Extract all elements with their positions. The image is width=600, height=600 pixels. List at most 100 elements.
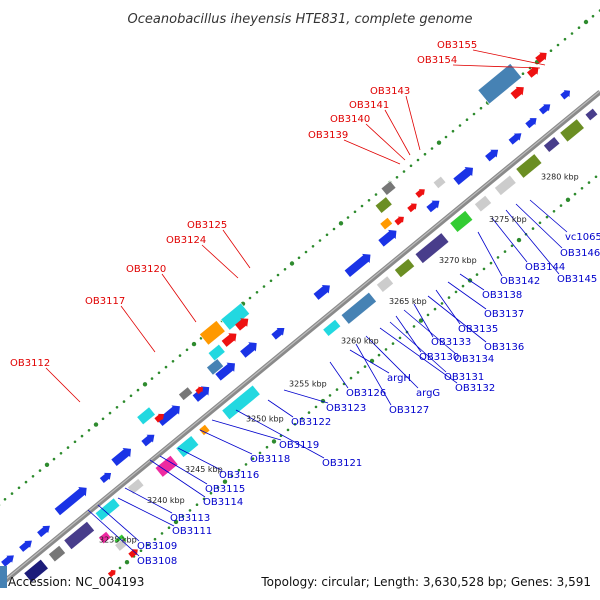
gene-label-top[interactable]: OB3154 [417, 55, 457, 66]
gene-label-bottom[interactable]: OB3119 [279, 440, 319, 451]
gene-label-bottom[interactable]: OB3111 [172, 526, 212, 537]
gene-arrow[interactable] [343, 250, 374, 278]
gene-arrow[interactable] [18, 537, 35, 553]
gene-label-bottom[interactable]: OB3144 [525, 262, 565, 273]
gene-arrow[interactable] [36, 522, 53, 538]
gene-arrow[interactable] [377, 226, 400, 248]
gene-arrow[interactable] [508, 130, 525, 146]
gene-arrow[interactable] [156, 402, 184, 428]
gene-arrow[interactable] [559, 87, 572, 100]
gene-label-bottom[interactable]: OB3134 [454, 354, 494, 365]
gene-feature[interactable] [340, 291, 377, 325]
gene-arrow[interactable] [484, 146, 501, 163]
gene-label-bottom[interactable]: OB3137 [484, 309, 524, 320]
gene-box[interactable] [136, 406, 156, 426]
gene-feature[interactable] [477, 63, 523, 105]
gene-feature[interactable] [23, 558, 49, 583]
gene-box[interactable] [114, 538, 128, 552]
gene-feature[interactable] [379, 216, 394, 231]
gene-label-bottom[interactable]: OB3131 [444, 372, 484, 383]
gene-feature[interactable] [214, 359, 239, 382]
gene-arrow[interactable] [234, 315, 252, 332]
gene-feature[interactable] [377, 226, 400, 248]
gene-box[interactable] [154, 454, 179, 478]
gene-box[interactable] [94, 497, 121, 522]
gene-label-bottom[interactable]: OB3113 [170, 513, 210, 524]
gene-box[interactable] [178, 386, 194, 402]
gene-feature[interactable] [107, 568, 118, 578]
gene-box[interactable] [322, 318, 342, 337]
gene-feature[interactable] [559, 118, 585, 143]
gene-box[interactable] [494, 174, 517, 196]
gene-arrow[interactable] [140, 431, 157, 448]
gene-box[interactable] [221, 384, 261, 421]
gene-feature[interactable] [53, 483, 90, 516]
gene-arrow[interactable] [452, 163, 477, 186]
gene-feature[interactable] [206, 358, 225, 376]
gene-box[interactable] [374, 196, 393, 214]
gene-feature[interactable] [36, 522, 53, 538]
gene-label-top[interactable]: OB3155 [437, 40, 477, 51]
gene-arrow[interactable] [239, 338, 261, 359]
gene-feature[interactable] [140, 431, 157, 448]
gene-label-bottom[interactable]: OB3123 [326, 403, 366, 414]
gene-box[interactable] [63, 520, 96, 551]
gene-box[interactable] [340, 291, 377, 325]
gene-arrow[interactable] [154, 411, 167, 424]
gene-feature[interactable] [515, 153, 543, 179]
gene-feature[interactable] [494, 174, 517, 196]
gene-feature[interactable] [484, 146, 501, 163]
gene-arrow[interactable] [534, 49, 550, 64]
gene-box[interactable] [379, 216, 394, 231]
gene-feature[interactable] [559, 87, 572, 100]
gene-box[interactable] [559, 118, 585, 143]
gene-feature[interactable] [175, 435, 200, 458]
gene-feature[interactable] [220, 302, 251, 331]
gene-arrow[interactable] [53, 483, 90, 516]
gene-feature[interactable] [239, 338, 261, 359]
gene-arrow[interactable] [110, 444, 135, 467]
gene-feature[interactable] [526, 64, 542, 79]
gene-box[interactable] [474, 194, 493, 213]
gene-arrow[interactable] [538, 101, 553, 116]
gene-feature[interactable] [128, 546, 141, 559]
gene-box[interactable] [414, 232, 450, 264]
gene-label-bottom[interactable]: OB3146 [560, 248, 600, 259]
gene-feature[interactable] [154, 411, 167, 424]
gene-feature[interactable] [543, 136, 561, 153]
gene-feature[interactable] [524, 115, 539, 130]
gene-arrow[interactable] [510, 83, 528, 100]
gene-feature[interactable] [63, 520, 96, 551]
gene-box[interactable] [543, 136, 561, 153]
gene-feature[interactable] [534, 49, 550, 64]
gene-box[interactable] [394, 258, 416, 279]
gene-label-bottom[interactable]: OB3109 [137, 541, 177, 552]
gene-label-bottom[interactable]: OB3108 [137, 556, 177, 567]
gene-label-bottom[interactable]: OB3133 [431, 337, 471, 348]
gene-label-bottom[interactable]: argG [416, 388, 440, 399]
gene-feature[interactable] [508, 130, 525, 146]
gene-label-top[interactable]: OB3141 [349, 100, 389, 111]
gene-feature[interactable] [376, 275, 395, 293]
gene-label-bottom[interactable]: OB3132 [455, 383, 495, 394]
gene-feature[interactable] [114, 538, 128, 552]
gene-arrow[interactable] [406, 201, 419, 214]
gene-feature[interactable] [199, 320, 226, 346]
gene-label-top[interactable]: OB3112 [10, 358, 50, 369]
gene-feature[interactable] [178, 386, 194, 402]
gene-arrow[interactable] [221, 329, 240, 348]
gene-box[interactable] [206, 358, 225, 376]
gene-feature[interactable] [425, 197, 442, 214]
gene-box[interactable] [175, 435, 200, 458]
gene-feature[interactable] [343, 250, 374, 278]
gene-label-bottom[interactable]: OB3116 [219, 470, 259, 481]
gene-feature[interactable] [234, 315, 252, 332]
gene-box[interactable] [207, 343, 226, 362]
gene-box[interactable] [477, 63, 523, 105]
gene-feature[interactable] [270, 324, 287, 341]
gene-feature[interactable] [94, 497, 121, 522]
gene-arrow[interactable] [0, 552, 17, 568]
gene-feature[interactable] [207, 343, 226, 362]
gene-feature[interactable] [136, 406, 156, 426]
gene-arrow[interactable] [99, 470, 114, 485]
